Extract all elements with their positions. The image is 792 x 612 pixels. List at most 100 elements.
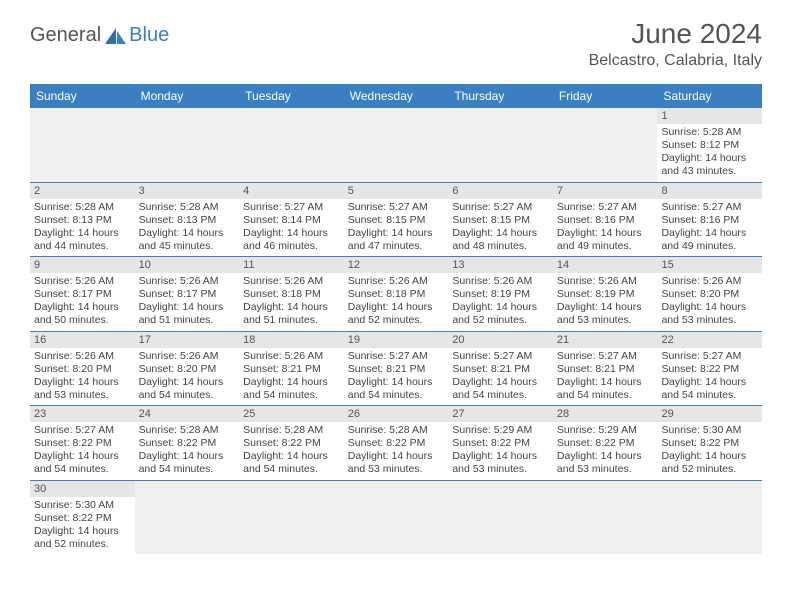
day-number: 13 xyxy=(448,257,553,273)
daylight-line-2: and 52 minutes. xyxy=(34,538,131,551)
day-number: 21 xyxy=(553,332,658,348)
sunrise-line: Sunrise: 5:26 AM xyxy=(243,350,340,363)
brand-logo: General Blue xyxy=(30,18,169,47)
sunset-line: Sunset: 8:21 PM xyxy=(452,363,549,376)
sunset-line: Sunset: 8:22 PM xyxy=(34,437,131,450)
day-number: 3 xyxy=(135,183,240,199)
daylight-line-2: and 46 minutes. xyxy=(243,240,340,253)
daylight-line-1: Daylight: 14 hours xyxy=(348,227,445,240)
sunset-line: Sunset: 8:22 PM xyxy=(348,437,445,450)
sunrise-line: Sunrise: 5:30 AM xyxy=(34,499,131,512)
sunset-line: Sunset: 8:21 PM xyxy=(557,363,654,376)
day-number: 28 xyxy=(553,406,658,422)
sunset-line: Sunset: 8:22 PM xyxy=(557,437,654,450)
daylight-line-2: and 53 minutes. xyxy=(34,389,131,402)
calendar-cell: 7Sunrise: 5:27 AMSunset: 8:16 PMDaylight… xyxy=(553,183,658,257)
sunrise-line: Sunrise: 5:27 AM xyxy=(661,350,758,363)
daylight-line-1: Daylight: 14 hours xyxy=(243,450,340,463)
calendar-cell: 5Sunrise: 5:27 AMSunset: 8:15 PMDaylight… xyxy=(344,183,449,257)
calendar-cell xyxy=(135,108,240,182)
calendar-cell xyxy=(30,108,135,182)
daylight-line-2: and 49 minutes. xyxy=(661,240,758,253)
calendar-cell xyxy=(344,481,449,555)
daylight-line-1: Daylight: 14 hours xyxy=(139,376,236,389)
calendar-cell: 14Sunrise: 5:26 AMSunset: 8:19 PMDayligh… xyxy=(553,257,658,331)
sunrise-line: Sunrise: 5:27 AM xyxy=(34,424,131,437)
calendar-cell: 8Sunrise: 5:27 AMSunset: 8:16 PMDaylight… xyxy=(657,183,762,257)
calendar-cell: 21Sunrise: 5:27 AMSunset: 8:21 PMDayligh… xyxy=(553,332,658,406)
daylight-line-1: Daylight: 14 hours xyxy=(452,301,549,314)
calendar-cell xyxy=(448,108,553,182)
daylight-line-1: Daylight: 14 hours xyxy=(243,227,340,240)
day-number: 1 xyxy=(657,108,762,124)
daylight-line-1: Daylight: 14 hours xyxy=(661,450,758,463)
calendar-cell: 3Sunrise: 5:28 AMSunset: 8:13 PMDaylight… xyxy=(135,183,240,257)
calendar-cell xyxy=(553,481,658,555)
daylight-line-2: and 54 minutes. xyxy=(452,389,549,402)
sunrise-line: Sunrise: 5:27 AM xyxy=(557,201,654,214)
sunset-line: Sunset: 8:18 PM xyxy=(348,288,445,301)
day-header: Wednesday xyxy=(344,84,449,108)
daylight-line-1: Daylight: 14 hours xyxy=(452,450,549,463)
daylight-line-2: and 54 minutes. xyxy=(661,389,758,402)
sunrise-line: Sunrise: 5:28 AM xyxy=(34,201,131,214)
sunrise-line: Sunrise: 5:27 AM xyxy=(661,201,758,214)
sunset-line: Sunset: 8:22 PM xyxy=(243,437,340,450)
sunrise-line: Sunrise: 5:28 AM xyxy=(139,424,236,437)
sunset-line: Sunset: 8:17 PM xyxy=(34,288,131,301)
daylight-line-2: and 54 minutes. xyxy=(139,463,236,476)
daylight-line-1: Daylight: 14 hours xyxy=(34,525,131,538)
calendar-cell: 11Sunrise: 5:26 AMSunset: 8:18 PMDayligh… xyxy=(239,257,344,331)
sunset-line: Sunset: 8:22 PM xyxy=(34,512,131,525)
calendar-cell: 17Sunrise: 5:26 AMSunset: 8:20 PMDayligh… xyxy=(135,332,240,406)
calendar-cell xyxy=(135,481,240,555)
daylight-line-2: and 54 minutes. xyxy=(243,463,340,476)
calendar-cell xyxy=(553,108,658,182)
sunrise-line: Sunrise: 5:27 AM xyxy=(452,201,549,214)
month-title: June 2024 xyxy=(589,18,762,50)
daylight-line-2: and 53 minutes. xyxy=(557,463,654,476)
day-number: 24 xyxy=(135,406,240,422)
calendar-cell: 23Sunrise: 5:27 AMSunset: 8:22 PMDayligh… xyxy=(30,406,135,480)
daylight-line-1: Daylight: 14 hours xyxy=(243,301,340,314)
sunset-line: Sunset: 8:17 PM xyxy=(139,288,236,301)
calendar-cell xyxy=(344,108,449,182)
day-number: 17 xyxy=(135,332,240,348)
daylight-line-1: Daylight: 14 hours xyxy=(243,376,340,389)
daylight-line-2: and 53 minutes. xyxy=(661,314,758,327)
daylight-line-1: Daylight: 14 hours xyxy=(452,376,549,389)
sunrise-line: Sunrise: 5:26 AM xyxy=(348,275,445,288)
calendar-cell: 20Sunrise: 5:27 AMSunset: 8:21 PMDayligh… xyxy=(448,332,553,406)
day-header-row: Sunday Monday Tuesday Wednesday Thursday… xyxy=(30,84,762,108)
sunrise-line: Sunrise: 5:26 AM xyxy=(243,275,340,288)
day-number: 10 xyxy=(135,257,240,273)
daylight-line-2: and 52 minutes. xyxy=(452,314,549,327)
calendar-cell: 2Sunrise: 5:28 AMSunset: 8:13 PMDaylight… xyxy=(30,183,135,257)
day-number: 26 xyxy=(344,406,449,422)
sail-icon xyxy=(105,28,127,46)
week-row: 1Sunrise: 5:28 AMSunset: 8:12 PMDaylight… xyxy=(30,108,762,183)
daylight-line-2: and 47 minutes. xyxy=(348,240,445,253)
daylight-line-2: and 49 minutes. xyxy=(557,240,654,253)
daylight-line-1: Daylight: 14 hours xyxy=(557,301,654,314)
day-number: 14 xyxy=(553,257,658,273)
sunrise-line: Sunrise: 5:28 AM xyxy=(139,201,236,214)
day-number: 11 xyxy=(239,257,344,273)
day-number: 18 xyxy=(239,332,344,348)
daylight-line-1: Daylight: 14 hours xyxy=(557,450,654,463)
day-number: 23 xyxy=(30,406,135,422)
calendar-cell: 28Sunrise: 5:29 AMSunset: 8:22 PMDayligh… xyxy=(553,406,658,480)
daylight-line-1: Daylight: 14 hours xyxy=(348,376,445,389)
daylight-line-2: and 53 minutes. xyxy=(452,463,549,476)
daylight-line-1: Daylight: 14 hours xyxy=(139,301,236,314)
sunset-line: Sunset: 8:20 PM xyxy=(661,288,758,301)
day-number: 2 xyxy=(30,183,135,199)
calendar-cell: 19Sunrise: 5:27 AMSunset: 8:21 PMDayligh… xyxy=(344,332,449,406)
week-row: 9Sunrise: 5:26 AMSunset: 8:17 PMDaylight… xyxy=(30,257,762,332)
sunrise-line: Sunrise: 5:26 AM xyxy=(557,275,654,288)
sunset-line: Sunset: 8:21 PM xyxy=(348,363,445,376)
sunrise-line: Sunrise: 5:26 AM xyxy=(34,350,131,363)
sunset-line: Sunset: 8:20 PM xyxy=(139,363,236,376)
sunrise-line: Sunrise: 5:26 AM xyxy=(661,275,758,288)
daylight-line-2: and 54 minutes. xyxy=(243,389,340,402)
